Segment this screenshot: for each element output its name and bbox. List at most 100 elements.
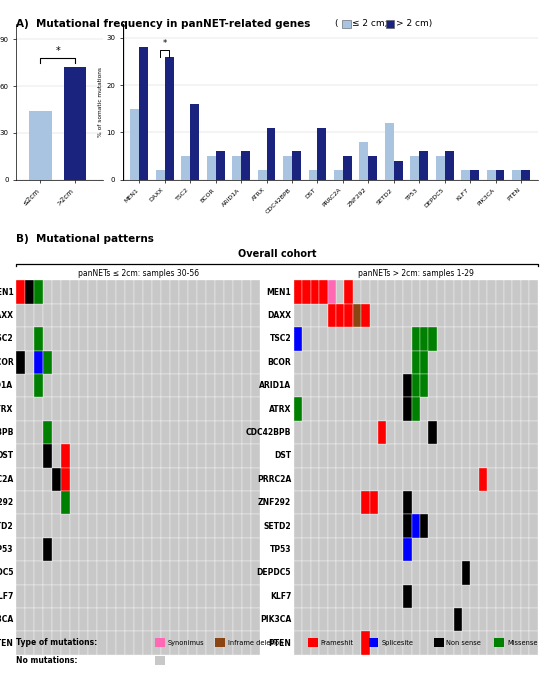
Bar	[197, 327, 206, 350]
Bar	[161, 585, 169, 608]
Bar	[79, 514, 89, 538]
Bar	[16, 421, 26, 444]
Bar	[52, 350, 61, 374]
Bar	[16, 304, 26, 327]
Bar	[43, 444, 52, 468]
Bar	[52, 514, 61, 538]
Bar	[513, 631, 521, 655]
Bar	[89, 398, 98, 421]
Bar	[437, 398, 445, 421]
Bar	[378, 608, 387, 631]
Bar	[420, 585, 428, 608]
Bar	[327, 398, 336, 421]
Bar	[106, 304, 116, 327]
Bar	[420, 608, 428, 631]
Bar	[395, 398, 403, 421]
Bar	[215, 398, 224, 421]
Bar	[327, 538, 336, 561]
Bar	[206, 631, 215, 655]
Bar	[89, 585, 98, 608]
Bar	[387, 538, 395, 561]
Bar	[479, 608, 487, 631]
Bar	[311, 491, 319, 514]
Bar	[420, 514, 428, 538]
Bar	[71, 398, 79, 421]
Bar	[89, 421, 98, 444]
Bar	[311, 421, 319, 444]
Bar	[344, 491, 353, 514]
Bar	[161, 514, 169, 538]
Bar	[26, 608, 34, 631]
Bar	[179, 468, 188, 491]
Bar	[161, 327, 169, 350]
Bar	[43, 444, 52, 468]
Bar	[378, 444, 387, 468]
Bar	[224, 468, 233, 491]
Bar	[521, 585, 529, 608]
Bar	[61, 421, 71, 444]
Bar	[370, 444, 378, 468]
Bar	[487, 631, 496, 655]
Bar	[353, 514, 361, 538]
Bar	[242, 398, 251, 421]
Bar	[370, 350, 378, 374]
Bar	[387, 585, 395, 608]
Bar	[336, 421, 344, 444]
Bar	[370, 631, 378, 655]
Bar	[521, 350, 529, 374]
Text: (: (	[334, 19, 337, 28]
Bar	[143, 398, 151, 421]
Bar	[387, 350, 395, 374]
Y-axis label: % of somatic mutations: % of somatic mutations	[98, 67, 103, 136]
Bar	[116, 327, 124, 350]
Bar	[215, 444, 224, 468]
Bar	[428, 444, 437, 468]
Bar	[344, 350, 353, 374]
Bar	[487, 468, 496, 491]
Bar	[353, 421, 361, 444]
Bar	[521, 170, 530, 180]
Bar	[215, 350, 224, 374]
Bar	[294, 280, 302, 304]
Bar	[496, 350, 504, 374]
Bar	[143, 374, 151, 398]
Bar	[420, 398, 428, 421]
Bar	[504, 350, 513, 374]
Bar	[116, 585, 124, 608]
Bar	[412, 374, 420, 398]
Bar	[370, 398, 378, 421]
Bar	[43, 280, 52, 304]
Bar	[34, 374, 43, 398]
Bar	[529, 631, 538, 655]
Bar	[116, 304, 124, 327]
Bar	[327, 327, 336, 350]
Bar	[34, 421, 43, 444]
Text: *: *	[162, 39, 167, 48]
Bar	[479, 398, 487, 421]
Bar	[251, 280, 260, 304]
Bar	[479, 280, 487, 304]
Bar	[353, 374, 361, 398]
Bar	[302, 304, 311, 327]
Bar	[361, 631, 370, 655]
Bar	[344, 327, 353, 350]
Bar	[453, 421, 462, 444]
Bar	[215, 327, 224, 350]
Bar	[479, 491, 487, 514]
Bar	[29, 111, 52, 180]
Bar	[445, 398, 453, 421]
Bar	[437, 304, 445, 327]
Bar	[143, 350, 151, 374]
Bar	[134, 514, 143, 538]
Bar	[395, 350, 403, 374]
Bar	[529, 561, 538, 585]
Bar	[89, 280, 98, 304]
Bar	[302, 350, 311, 374]
Bar	[420, 468, 428, 491]
Bar	[496, 561, 504, 585]
Bar	[395, 631, 403, 655]
Bar	[43, 631, 52, 655]
Bar	[428, 421, 437, 444]
Bar	[251, 538, 260, 561]
Bar	[124, 350, 134, 374]
